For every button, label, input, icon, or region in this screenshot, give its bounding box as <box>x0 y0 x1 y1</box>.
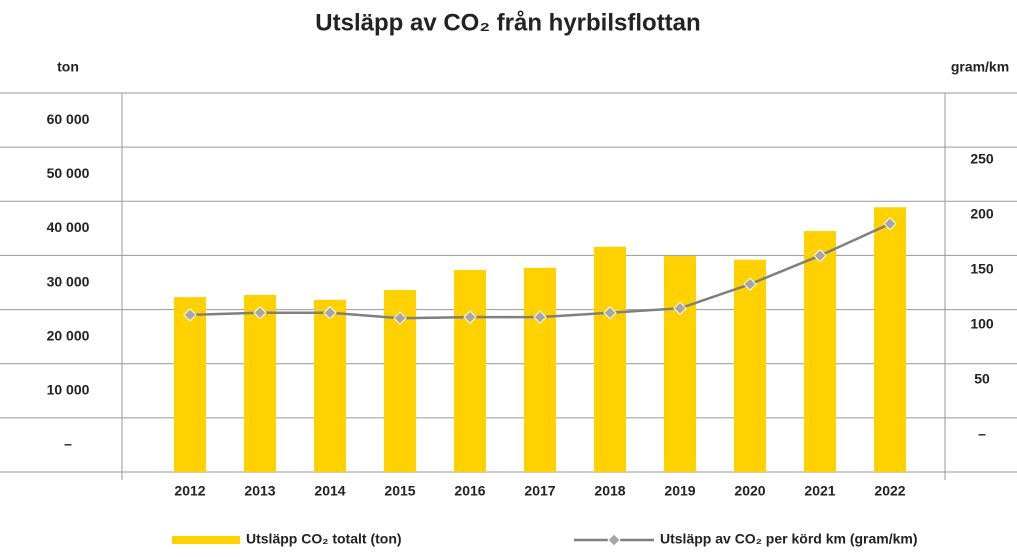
bar <box>454 270 486 472</box>
y-tick-label: – <box>64 436 72 452</box>
legend-label: Utsläpp CO₂ totalt (ton) <box>246 531 402 547</box>
x-tick-label: 2022 <box>874 483 905 499</box>
bar <box>244 294 276 472</box>
bar <box>874 207 906 472</box>
bar <box>664 255 696 472</box>
marker <box>393 311 407 325</box>
marker <box>813 248 827 263</box>
y-tick-label: 10 000 <box>47 382 90 398</box>
bar <box>314 299 346 472</box>
marker <box>183 308 197 322</box>
y2-tick-label: – <box>978 425 986 441</box>
bar <box>524 267 556 472</box>
y-tick-label: 60 000 <box>47 111 90 127</box>
y-axis-label: ton <box>57 59 79 75</box>
marker <box>533 310 547 324</box>
x-tick-label: 2018 <box>594 483 625 499</box>
marker <box>673 301 687 316</box>
x-tick-label: 2020 <box>734 483 765 499</box>
y2-tick-label: 200 <box>970 206 994 222</box>
x-tick-label: 2019 <box>664 483 695 499</box>
bar <box>174 297 206 472</box>
x-tick-label: 2012 <box>174 483 205 499</box>
y2-tick-label: 100 <box>970 315 994 331</box>
y-tick-label: 40 000 <box>47 219 90 235</box>
legend-label: Utsläpp av CO₂ per körd km (gram/km) <box>660 531 918 547</box>
bar <box>734 259 766 472</box>
y2-tick-label: 150 <box>970 261 994 277</box>
marker <box>883 217 897 231</box>
legend-swatch <box>172 536 240 544</box>
x-tick-label: 2016 <box>454 483 485 499</box>
y2-tick-label: 50 <box>974 370 990 386</box>
x-tick-label: 2021 <box>804 483 835 499</box>
y-tick-label: 50 000 <box>47 165 90 181</box>
marker <box>603 306 617 320</box>
x-tick-label: 2013 <box>244 483 275 499</box>
legend-marker <box>607 533 621 547</box>
y-tick-label: 30 000 <box>47 273 90 289</box>
bar <box>804 231 836 472</box>
x-tick-label: 2014 <box>314 483 345 499</box>
chart-title: Utsläpp av CO₂ från hyrbilsflottan <box>315 9 700 36</box>
y2-tick-label: 250 <box>970 151 994 167</box>
marker <box>743 277 757 291</box>
marker <box>253 306 267 320</box>
marker <box>323 306 337 320</box>
y-tick-label: 20 000 <box>47 327 90 343</box>
y2-axis-label: gram/km <box>951 59 1009 75</box>
x-tick-label: 2017 <box>524 483 555 499</box>
bar <box>594 246 626 472</box>
marker <box>463 310 477 324</box>
x-tick-label: 2015 <box>384 483 415 499</box>
